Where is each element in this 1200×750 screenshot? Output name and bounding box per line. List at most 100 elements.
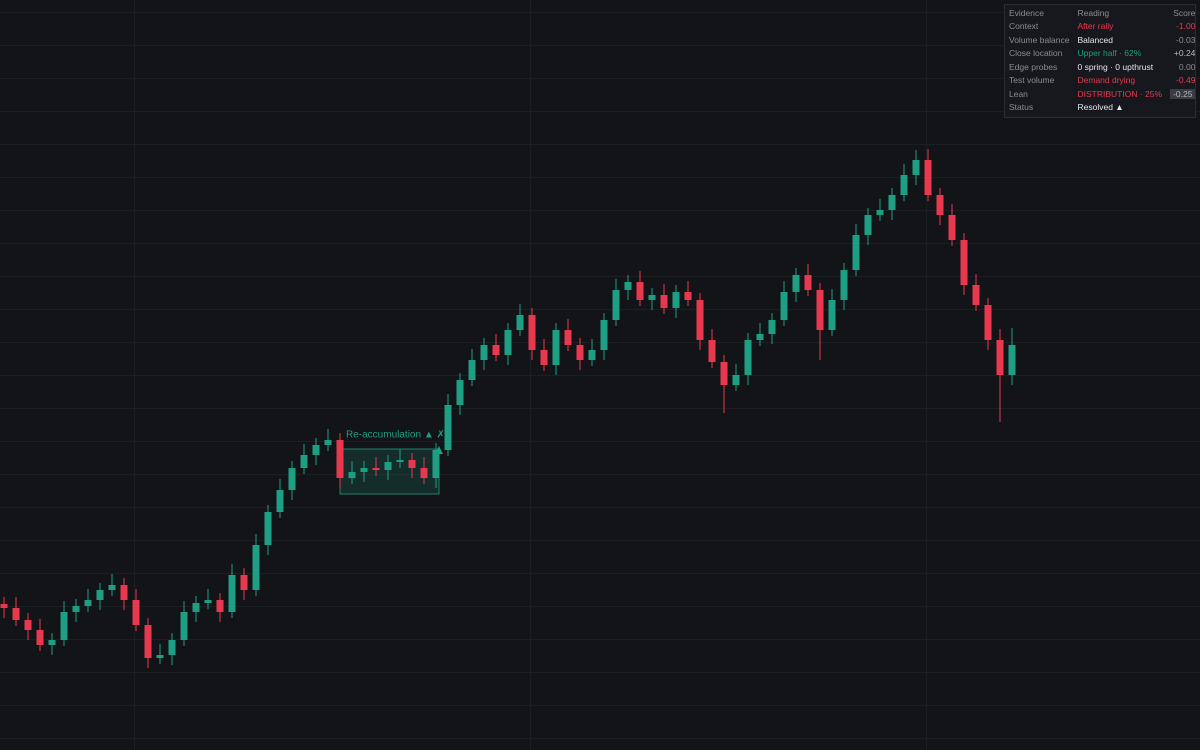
candle-body [444, 405, 452, 450]
candle-body [372, 468, 380, 470]
label: Status [1009, 102, 1034, 113]
candle-body [384, 462, 392, 470]
candle-body [912, 160, 920, 175]
candle-body [300, 455, 308, 468]
candle-body [120, 585, 128, 600]
candle-body [900, 175, 908, 195]
candle-body [264, 512, 272, 545]
candle-body [48, 640, 56, 645]
label: Volume balance [1009, 34, 1070, 45]
candle-body [408, 460, 416, 468]
evidence-table: Evidence Reading Score Context After ral… [1005, 6, 1199, 114]
candle-body [852, 235, 860, 270]
candle-body [936, 195, 944, 215]
candle-body [960, 240, 968, 285]
score: -0.49 [1176, 75, 1196, 86]
candle-body [324, 440, 332, 445]
row: Context After rally -1.00 [1005, 20, 1199, 34]
candle-body [468, 360, 476, 380]
candle-body [576, 345, 584, 360]
candle-body [336, 440, 344, 478]
label: Edge probes [1009, 61, 1058, 72]
score: -0.25 [1170, 88, 1196, 99]
candle-body [168, 640, 176, 655]
score: +0.24 [1173, 48, 1196, 59]
candle-body [888, 195, 896, 210]
candle-body [288, 468, 296, 490]
candle-body [624, 282, 632, 290]
candle-body [948, 215, 956, 240]
reading: After rally [1077, 21, 1114, 32]
candle-body [456, 380, 464, 405]
reading: Resolved ▲ [1077, 102, 1124, 113]
candle-body [216, 600, 224, 612]
label: Lean [1009, 88, 1028, 99]
candle-body [60, 612, 68, 640]
candle-body [648, 295, 656, 300]
reading: 0 spring · 0 upthrust [1077, 61, 1154, 72]
candle-body [792, 275, 800, 292]
candle-body [360, 468, 368, 472]
score: 0.00 [1178, 61, 1196, 72]
candle-body [0, 604, 8, 608]
candle-body [72, 606, 80, 612]
candle-body [144, 625, 152, 658]
candle-body [192, 603, 200, 612]
label: Test volume [1009, 75, 1055, 86]
candle-body [996, 340, 1004, 375]
header: Evidence [1009, 7, 1044, 18]
candle-body [636, 282, 644, 300]
candle-body [12, 608, 20, 620]
candle-body [504, 330, 512, 355]
candle-body [780, 292, 788, 320]
reading: Balanced [1077, 34, 1113, 45]
candle-body [708, 340, 716, 362]
candle-body [828, 300, 836, 330]
header: Score [1173, 7, 1196, 18]
candle-body [180, 612, 188, 640]
candle-body [1008, 345, 1016, 375]
candle-body [768, 320, 776, 334]
candle-body [252, 545, 260, 590]
candle-body [156, 655, 164, 658]
label: Close location [1009, 48, 1063, 59]
candle-body [564, 330, 572, 345]
candle-body [348, 472, 356, 478]
candle-body [84, 600, 92, 606]
candle-body [312, 445, 320, 455]
candle-body [228, 575, 236, 612]
candle-body [540, 350, 548, 365]
header-row: Evidence Reading Score [1005, 6, 1199, 20]
candle-body [864, 215, 872, 235]
candle-body [696, 300, 704, 340]
reading: Upper half · 62% [1077, 48, 1142, 59]
reading: DISTRIBUTION · 25% [1077, 88, 1163, 99]
candle-body [720, 362, 728, 385]
candle-body [840, 270, 848, 300]
candle-body [24, 620, 32, 630]
candle-body [588, 350, 596, 360]
candle-body [132, 600, 140, 625]
candle-body [240, 575, 248, 590]
candle-body [804, 275, 812, 290]
candle-body [396, 460, 404, 462]
candle-body [480, 345, 488, 360]
candle-body [96, 590, 104, 600]
candle-body [732, 375, 740, 385]
label: Context [1009, 21, 1039, 32]
candle-body [756, 334, 764, 340]
candle-body [492, 345, 500, 355]
evidence-panel: Evidence Reading Score Context After ral… [1004, 4, 1196, 118]
candle-body [984, 305, 992, 340]
candle-body [552, 330, 560, 365]
candle-body [924, 160, 932, 195]
row: Test volume Demand drying -0.49 [1005, 74, 1199, 88]
candle-body [684, 292, 692, 300]
reading: Demand drying [1077, 75, 1136, 86]
header: Reading [1077, 7, 1110, 18]
candle-body [744, 340, 752, 375]
row: Edge probes 0 spring · 0 upthrust 0.00 [1005, 60, 1199, 74]
row: Lean DISTRIBUTION · 25% -0.25 [1005, 87, 1199, 101]
